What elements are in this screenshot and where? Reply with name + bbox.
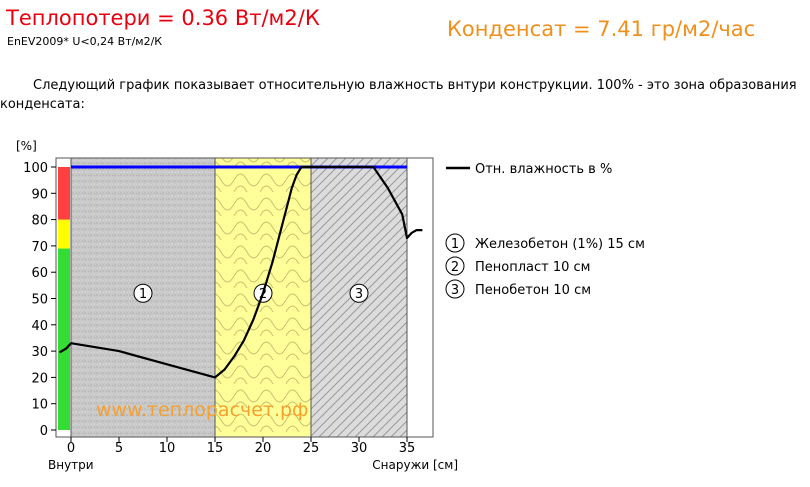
x-tick-label: 5 <box>115 441 123 456</box>
legend-layer-circle <box>445 256 465 276</box>
standard-note: EnEV2009* U<0,24 Вт/м2/К <box>7 35 163 48</box>
y-axis-label: [%] <box>16 139 37 153</box>
plot-frame <box>55 157 434 438</box>
axis-ticks: 0 10 20 30 40 50 60 70 80 90 100 0 5 10 15 20 25 30 35 <box>23 161 415 456</box>
scale-segment-red <box>58 167 70 220</box>
legend-layer-circle <box>445 279 465 299</box>
layer-number-label: 1 <box>139 287 147 302</box>
scale-segment-green <box>58 248 70 430</box>
y-tick-label: 0 <box>40 424 48 439</box>
y-tick-label: 100 <box>23 161 48 176</box>
legend: Отн. влажность в % <box>446 162 612 177</box>
y-tick-label: 80 <box>31 214 48 229</box>
x-tick-label: 35 <box>399 441 416 456</box>
heat-loss-title: Теплопотери = 0.36 Вт/м2/К <box>6 6 320 30</box>
y-tick-label: 60 <box>31 266 48 281</box>
layer-number-circle <box>349 283 369 303</box>
legend-layer-label: Пенобетон 10 см <box>475 283 591 298</box>
legend-layer-circle <box>445 233 465 253</box>
legend-line-label: Отн. влажность в % <box>475 162 612 177</box>
y-tick-label: 90 <box>31 187 48 202</box>
y-tick-label: 30 <box>31 345 48 360</box>
legend-layer-number: 3 <box>451 283 459 298</box>
y-tick-label: 70 <box>31 240 48 255</box>
condensate-title: Конденсат = 7.41 гр/м2/час <box>447 17 756 41</box>
y-tick-label: 10 <box>31 398 48 413</box>
legend-layer-list: 1 Железобетон (1%) 15 см 2 Пенопласт 10 см 3… <box>445 233 645 299</box>
x-axis-label-outside: Снаружи [см] <box>372 458 458 472</box>
humidity-line <box>58 165 423 379</box>
x-axis-label-inside: Внутри <box>48 458 94 472</box>
chart-description: Следующий график показывает относительну… <box>0 78 797 112</box>
scale-segment-yellow <box>58 219 70 249</box>
y-tick-label: 50 <box>31 293 48 308</box>
humidity-scale-bar <box>58 167 70 430</box>
legend-layer-number: 2 <box>451 260 459 275</box>
watermark-text: www.теплорасчет.рф <box>96 399 308 421</box>
x-tick-label: 0 <box>67 441 75 456</box>
x-tick-label: 20 <box>255 441 272 456</box>
layer-number-label: 3 <box>355 287 363 302</box>
x-tick-label: 15 <box>207 441 224 456</box>
layer-number-circle <box>133 283 153 303</box>
legend-layer-label: Железобетон (1%) 15 см <box>475 237 645 252</box>
legend-layer-label: Пенопласт 10 см <box>475 260 590 275</box>
legend-layer-number: 1 <box>451 237 459 252</box>
y-tick-label: 20 <box>31 371 48 386</box>
x-tick-label: 30 <box>351 441 368 456</box>
x-tick-label: 25 <box>303 441 320 456</box>
x-tick-label: 10 <box>159 441 176 456</box>
y-tick-label: 40 <box>31 319 48 334</box>
